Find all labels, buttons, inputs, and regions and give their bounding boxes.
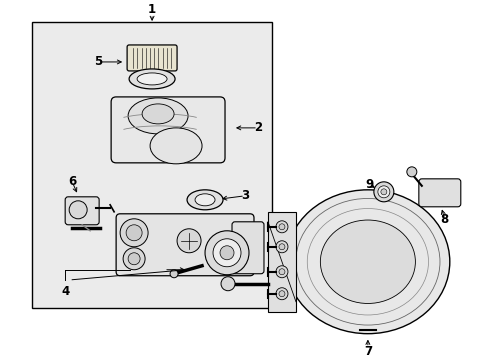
FancyBboxPatch shape <box>418 179 460 207</box>
Ellipse shape <box>320 220 414 303</box>
Ellipse shape <box>137 73 167 85</box>
FancyBboxPatch shape <box>116 214 253 276</box>
Ellipse shape <box>69 201 87 219</box>
Text: 5: 5 <box>94 55 102 68</box>
Ellipse shape <box>177 229 201 253</box>
Ellipse shape <box>129 69 175 89</box>
Ellipse shape <box>204 231 248 275</box>
Ellipse shape <box>406 167 416 177</box>
Text: 6: 6 <box>68 175 76 188</box>
FancyBboxPatch shape <box>111 97 224 163</box>
Ellipse shape <box>278 244 285 250</box>
Text: 4: 4 <box>61 285 69 298</box>
Text: 1: 1 <box>148 4 156 17</box>
Ellipse shape <box>275 266 287 278</box>
FancyBboxPatch shape <box>231 222 264 274</box>
Ellipse shape <box>213 239 241 267</box>
Ellipse shape <box>150 128 202 164</box>
Ellipse shape <box>278 269 285 275</box>
Ellipse shape <box>120 219 148 247</box>
Ellipse shape <box>220 246 234 260</box>
Ellipse shape <box>278 291 285 297</box>
Text: 3: 3 <box>241 189 248 202</box>
Ellipse shape <box>275 288 287 300</box>
Text: 7: 7 <box>363 345 371 358</box>
Ellipse shape <box>373 182 393 202</box>
FancyBboxPatch shape <box>65 197 99 225</box>
Ellipse shape <box>275 241 287 253</box>
FancyBboxPatch shape <box>127 45 177 71</box>
Text: 2: 2 <box>253 121 262 134</box>
Ellipse shape <box>377 186 389 198</box>
Bar <box>267 212 295 312</box>
Ellipse shape <box>195 194 215 206</box>
Ellipse shape <box>142 104 174 124</box>
Ellipse shape <box>278 224 285 230</box>
Ellipse shape <box>126 225 142 241</box>
Bar <box>32 22 271 308</box>
Ellipse shape <box>187 190 223 210</box>
Text: 9: 9 <box>365 178 373 191</box>
Ellipse shape <box>170 270 178 278</box>
Ellipse shape <box>123 248 145 270</box>
Ellipse shape <box>275 221 287 233</box>
Ellipse shape <box>380 189 386 195</box>
Ellipse shape <box>285 190 449 334</box>
Ellipse shape <box>128 253 140 265</box>
Text: 8: 8 <box>440 213 448 226</box>
Ellipse shape <box>128 98 188 134</box>
Ellipse shape <box>221 277 235 291</box>
